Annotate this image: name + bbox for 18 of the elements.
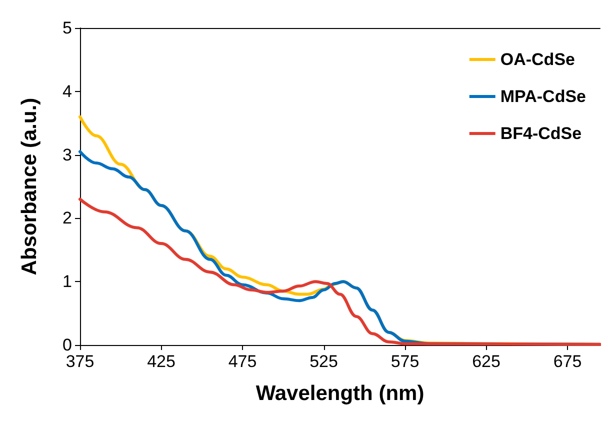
legend-label: MPA-CdSe: [500, 87, 586, 106]
y-tick-label: 2: [62, 208, 72, 228]
y-axis-title: Absorbance (a.u.): [18, 98, 41, 276]
x-tick-label: 425: [147, 352, 176, 371]
x-axis-title: Wavelength (nm): [256, 382, 424, 405]
x-tick-label: 375: [66, 352, 94, 371]
x-tick-label: 575: [390, 352, 420, 371]
y-tick-label: 1: [62, 272, 72, 292]
x-tick-label: 475: [228, 352, 257, 371]
legend-label: OA-CdSe: [500, 50, 575, 69]
x-tick-label: 625: [472, 352, 500, 371]
y-tick-label: 3: [62, 145, 72, 164]
x-tick-label: 525: [310, 352, 338, 371]
x-tick-label: 675: [553, 352, 582, 371]
y-tick-label: 0: [62, 336, 72, 354]
y-tick-label: 4: [62, 82, 72, 101]
legend-label: BF4-CdSe: [500, 124, 582, 143]
y-tick-label: 5: [62, 18, 72, 38]
